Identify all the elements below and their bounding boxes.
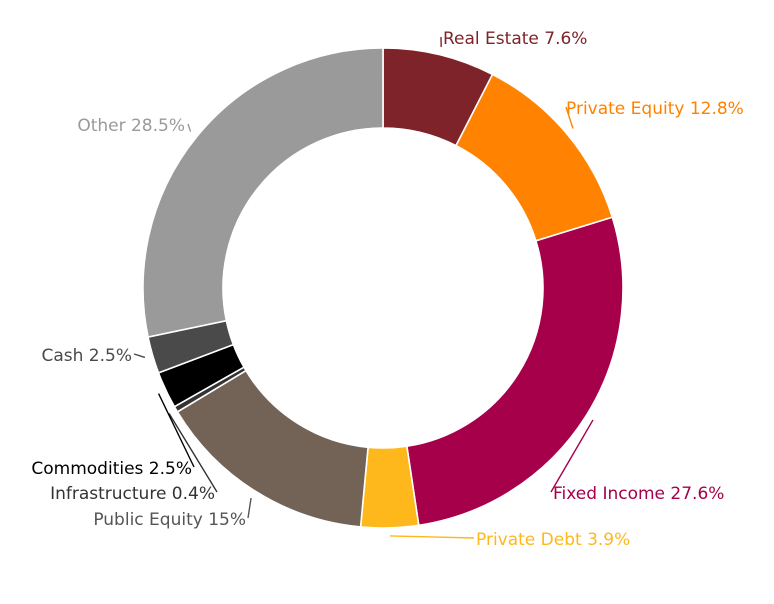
label-cash: Cash 2.5% — [41, 346, 132, 366]
leader-infrastructure — [168, 412, 218, 493]
leader-cash — [133, 353, 146, 359]
leader-fixed-income — [550, 419, 594, 493]
label-commodities: Commodities 2.5% — [31, 459, 192, 479]
label-private-debt: Private Debt 3.9% — [476, 530, 630, 550]
label-infrastructure: Infrastructure 0.4% — [50, 484, 215, 504]
leader-lines-group — [133, 36, 594, 539]
leader-commodities — [157, 393, 195, 468]
label-public-equity: Public Equity 15% — [93, 510, 246, 530]
slice-other — [142, 47, 384, 338]
leader-private-equity — [565, 106, 574, 129]
label-other: Other 28.5% — [77, 116, 185, 136]
leader-public-equity — [247, 497, 252, 519]
leader-private-debt — [389, 535, 475, 539]
leader-other — [187, 123, 192, 132]
labels-group: Real Estate 7.6% Private Equity 12.8% Fi… — [31, 29, 743, 550]
slice-fixed-income — [405, 216, 624, 527]
slices-group — [142, 47, 624, 529]
label-private-equity: Private Equity 12.8% — [566, 99, 744, 119]
label-fixed-income: Fixed Income 27.6% — [553, 484, 724, 504]
label-real-estate: Real Estate 7.6% — [443, 29, 587, 49]
